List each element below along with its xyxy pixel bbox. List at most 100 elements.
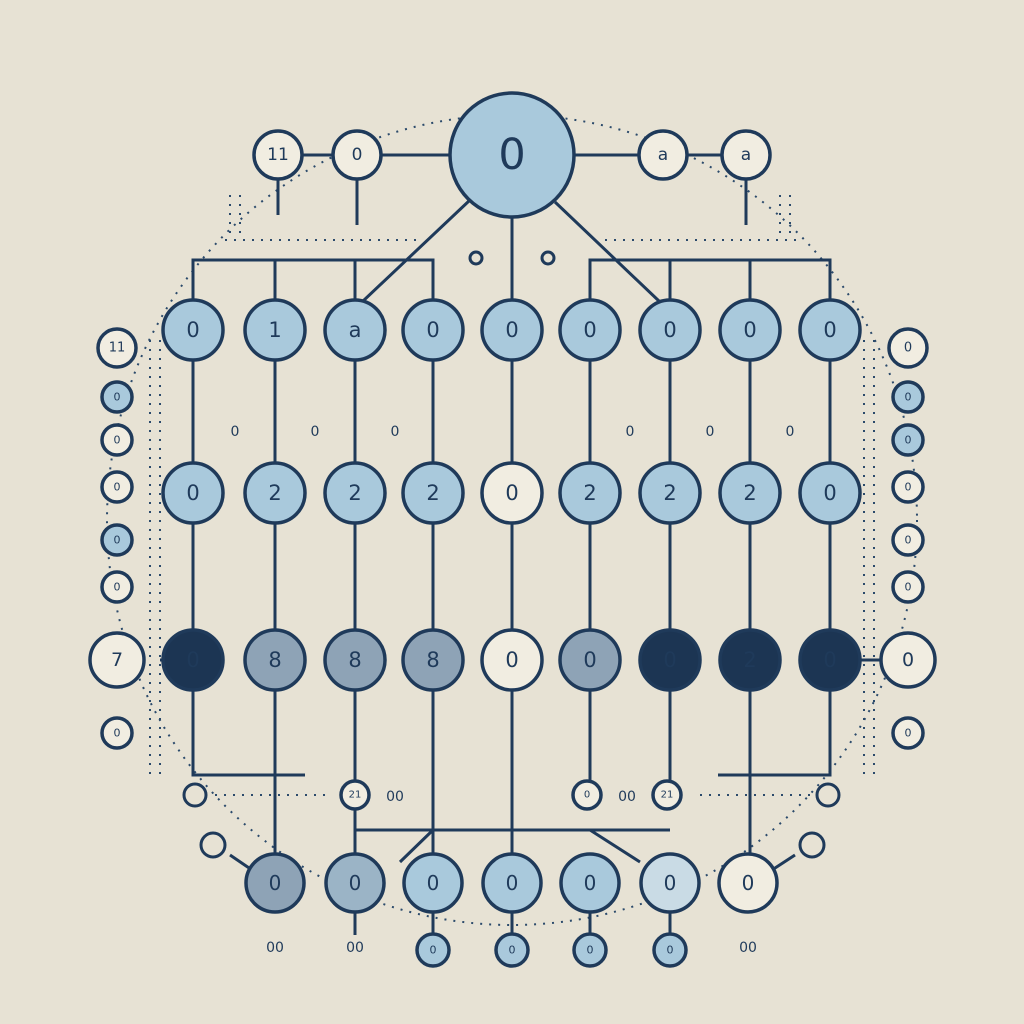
node: 0 [798,628,862,692]
node-circle [415,932,451,968]
node: 0 [480,461,544,525]
node: 0 [161,628,225,692]
node: 8 [323,628,387,692]
node: 21 [339,779,371,811]
node: 2 [718,461,782,525]
bottom-bus [229,828,796,872]
node-label: 0 [823,318,836,342]
small-node [815,782,841,808]
node-label: 0 [114,391,121,404]
node-label: 0 [186,318,199,342]
node: 0 [638,628,702,692]
node-label: 0 [269,871,282,895]
node-label: 2 [426,481,439,505]
node: 0 [558,298,622,362]
node-label: 8 [348,648,361,672]
dotted-guides [149,195,875,796]
node-label: 0 [663,648,676,672]
small-mark: 00 [739,940,757,956]
node-circle [798,628,862,692]
node-label: 0 [430,944,437,957]
node-label: 0 [905,481,912,494]
node: 0 [415,932,451,968]
node-label: 0 [905,534,912,547]
floating-dot [540,250,556,266]
node-circle [480,298,544,362]
top-stems [276,179,748,225]
node: 7 [88,631,146,689]
node-label: 8 [426,648,439,672]
node: 0 [401,298,465,362]
small-node [199,831,227,859]
node-circle [572,932,608,968]
node-label: 0 [186,481,199,505]
node-label: 0 [742,871,755,895]
node-circle [323,628,387,692]
node-circle [100,716,134,750]
node-circle [637,129,689,181]
node: 1 [243,298,307,362]
node-label: a [741,145,751,165]
node-circle [323,461,387,525]
node-circle [559,852,621,914]
node-label: 0 [584,790,590,801]
node: 0 [244,852,306,914]
node-label: 0 [186,648,199,672]
node-label: 0 [505,318,518,342]
node-circle [243,461,307,525]
node: 2 [718,628,782,692]
node: 0 [891,380,925,414]
node: 8 [243,628,307,692]
node: 0 [324,852,386,914]
node: 0 [891,423,925,457]
node: 0 [798,298,862,362]
node-circle [161,461,225,525]
node-label: 0 [905,581,912,594]
node: 21 [651,779,683,811]
small-mark: 0 [626,424,635,440]
node: 0 [100,380,134,414]
node-circle [481,852,543,914]
node-circle [891,470,925,504]
node-circle [717,852,779,914]
node: 2 [401,461,465,525]
small-mark: 0 [311,424,320,440]
node-circle [448,91,576,219]
node-label: 0 [823,481,836,505]
node: 11 [252,129,304,181]
node-circle [651,779,683,811]
node-circle [100,423,134,457]
node-circle [718,461,782,525]
node-label: 0 [506,871,519,895]
node-label: 2 [743,648,756,672]
node-circle [243,628,307,692]
node-circle [720,129,772,181]
node-label: 0 [509,944,516,957]
node-label: 21 [661,790,674,801]
node-label: 0 [905,434,912,447]
nodes: 11 0 0 a a0 1 a 0 0 0 0 0 00 2 2 2 0 2 2 2 00 8 8 8 0 0 0 2 01100000… [88,91,937,968]
node: 0 [402,852,464,914]
node-circle [887,327,929,369]
small-mark: 00 [618,789,636,805]
node-label: 0 [743,318,756,342]
node: 2 [243,461,307,525]
node-circle [480,628,544,692]
node: 0 [448,91,576,219]
node: 8 [401,628,465,692]
node-label: 0 [583,648,596,672]
node-circle [558,461,622,525]
node: 0 [161,298,225,362]
node-label: 0 [505,481,518,505]
node: 0 [572,932,608,968]
node: 2 [558,461,622,525]
node: 0 [100,523,134,557]
node-circle [402,852,464,914]
node-circle [331,129,383,181]
node-circle [718,298,782,362]
node-label: 0 [114,434,121,447]
node-circle [401,628,465,692]
node-label: 21 [349,790,362,801]
node: 0 [652,932,688,968]
